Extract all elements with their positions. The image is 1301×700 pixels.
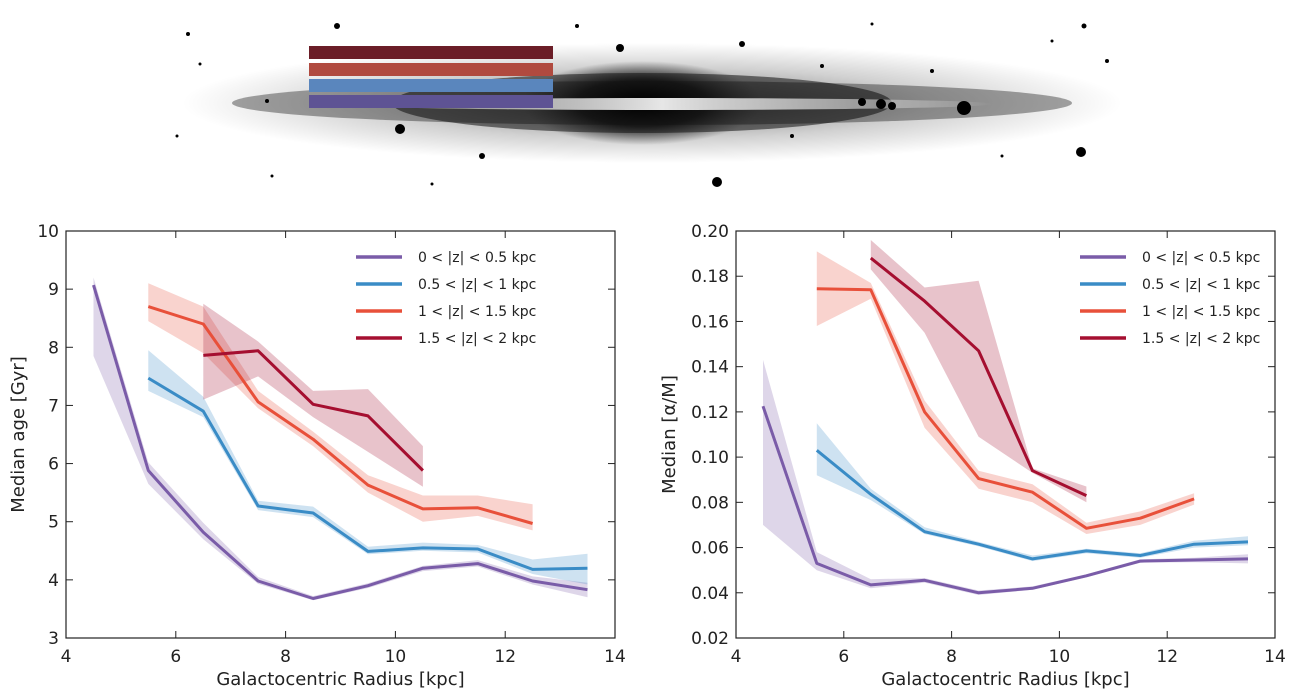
chart-0-legend-label: 1 < |z| < 1.5 kpc xyxy=(418,304,536,320)
galaxy-image-panel xyxy=(172,6,1122,192)
chart-0-ytick-label: 6 xyxy=(48,455,59,475)
chart-0-y-axis-title: Median age [Gyr] xyxy=(8,356,29,513)
chart-0-plot-frame xyxy=(65,230,616,639)
median-age-chart: 4 6 8 10 12 14 3 4 5 6 7 8 9 10 Galactocentric Radius … xyxy=(0,212,650,696)
chart-1-xtick-label: 12 xyxy=(1156,647,1178,667)
chart-0-xtick-label: 4 xyxy=(61,647,72,667)
chart-1-line-0-z-0-5-kpc xyxy=(761,405,1249,595)
chart-1-ytick-label: 0.20 xyxy=(691,222,729,242)
chart-0-legend-label: 0 < |z| < 0.5 kpc xyxy=(418,250,536,266)
chart-1-legend-label: 0.5 < |z| < 1 kpc xyxy=(1142,277,1260,293)
chart-0-ytick-label: 8 xyxy=(48,338,59,358)
chart-1-legend-label: 0 < |z| < 0.5 kpc xyxy=(1142,250,1260,266)
chart-0-ytick-label: 5 xyxy=(48,513,59,533)
edge-on-galaxy-image xyxy=(175,22,1122,187)
chart-0-legend-label: 1.5 < |z| < 2 kpc xyxy=(418,331,536,347)
chart-1-line-1-z-1-5-kpc xyxy=(816,287,1195,530)
chart-1-legend-label: 1.5 < |z| < 2 kpc xyxy=(1142,331,1260,347)
chart-0-ytick-label: 7 xyxy=(48,396,59,416)
chart-1-ytick-label: 0.04 xyxy=(691,584,729,604)
chart-1-band-1-z-1-5-kpc xyxy=(816,251,1195,534)
chart-1-xtick-label: 10 xyxy=(1049,647,1071,667)
chart-1-legend-label: 1 < |z| < 1.5 kpc xyxy=(1142,304,1260,320)
chart-0-band-1-z-1-5-kpc xyxy=(148,283,533,531)
chart-0-xtick-label: 10 xyxy=(385,647,407,667)
chart-1-xtick-label: 4 xyxy=(731,647,742,667)
chart-0-ytick-label: 4 xyxy=(48,571,59,591)
band-0-5-1-kpc xyxy=(309,79,553,92)
chart-1-xtick-label: 8 xyxy=(946,647,957,667)
band-1-5-2-kpc xyxy=(309,46,553,59)
chart-0-line-1-5-z-2-kpc xyxy=(203,349,424,472)
chart-0-xtick-label: 14 xyxy=(604,647,626,667)
chart-1-y-axis-title: Median [α/M] xyxy=(659,375,680,494)
chart-1-ytick-label: 0.12 xyxy=(691,403,729,423)
chart-0-ytick-label: 3 xyxy=(48,629,59,649)
height-band-overlays xyxy=(309,46,553,108)
chart-1-ytick-label: 0.10 xyxy=(691,448,729,468)
chart-1-plot-frame xyxy=(735,230,1276,639)
chart-0-line-1-z-1-5-kpc xyxy=(147,305,534,525)
chart-1-ytick-label: 0.18 xyxy=(691,267,729,287)
chart-0-line-0-z-0-5-kpc xyxy=(92,284,588,600)
chart-0-xtick-label: 12 xyxy=(494,647,516,667)
chart-1-line-1-5-z-2-kpc xyxy=(869,256,1088,497)
chart-1-ytick-label: 0.14 xyxy=(691,358,729,378)
median-alpha-plot: 4 6 8 10 12 14 0.02 0.04 0.06 0.08 0.10 0.12 0.14 0.1… xyxy=(659,222,1286,690)
chart-0-ytick-label: 10 xyxy=(37,222,59,242)
median-alpha-chart: 4 6 8 10 12 14 0.02 0.04 0.06 0.08 0.10 0.12 0.14 0.1… xyxy=(655,212,1301,696)
chart-1-ytick-label: 0.16 xyxy=(691,312,729,332)
chart-1-legend: 0 < |z| < 0.5 kpc 0.5 < |z| < 1 kpc 1 < |z… xyxy=(1080,250,1260,347)
band-0-0-5-kpc xyxy=(309,95,553,108)
chart-1-line-0-5-z-1-kpc xyxy=(815,449,1249,561)
chart-0-line-0-5-z-1-kpc xyxy=(147,376,588,571)
chart-1-ytick-label: 0.08 xyxy=(691,493,729,513)
chart-1-band-1-5-z-2-kpc xyxy=(870,240,1087,503)
chart-1-ytick-label: 0.02 xyxy=(691,629,729,649)
chart-0-x-axis-title: Galactocentric Radius [kpc] xyxy=(216,669,464,690)
chart-0-legend-label: 0.5 < |z| < 1 kpc xyxy=(418,277,536,293)
band-1-1-5-kpc xyxy=(309,63,553,76)
chart-1-xtick-label: 14 xyxy=(1264,647,1286,667)
chart-0-xtick-label: 8 xyxy=(280,647,291,667)
chart-1-x-axis-title: Galactocentric Radius [kpc] xyxy=(881,669,1129,690)
chart-0-ytick-label: 9 xyxy=(48,280,59,300)
chart-1-ytick-label: 0.06 xyxy=(691,539,729,559)
chart-0-xtick-label: 6 xyxy=(170,647,181,667)
chart-0-legend: 0 < |z| < 0.5 kpc 0.5 < |z| < 1 kpc 1 < |z… xyxy=(356,250,536,347)
chart-1-xtick-label: 6 xyxy=(838,647,849,667)
